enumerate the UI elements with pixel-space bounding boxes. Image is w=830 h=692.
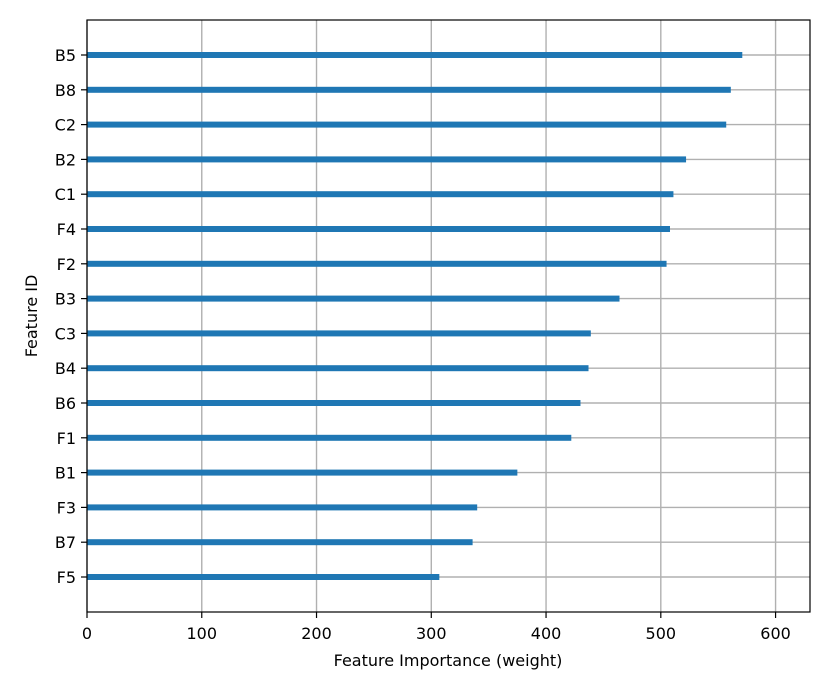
bar-f4 xyxy=(87,226,670,232)
x-tick-label: 200 xyxy=(301,624,332,643)
bar-c2 xyxy=(87,121,727,128)
x-tick-label: 600 xyxy=(760,624,791,643)
axis-ticks xyxy=(81,54,777,618)
tick-labels: 0 100 200 300 400 500 600 B5 B8 C2 B2 C1 F4 F2 B3 C3 B4 B… xyxy=(55,46,791,643)
bars xyxy=(87,52,743,580)
bar-b3 xyxy=(87,295,620,302)
bar-b1 xyxy=(87,469,518,476)
y-tick-label: B2 xyxy=(55,150,76,169)
bar-b2 xyxy=(87,156,687,163)
y-tick-label: B5 xyxy=(55,46,76,65)
y-tick-label: F2 xyxy=(57,255,76,274)
bar-f3 xyxy=(87,504,478,511)
y-tick-label: C2 xyxy=(55,116,76,135)
x-tick-label: 500 xyxy=(646,624,677,643)
x-axis-label: Feature Importance (weight) xyxy=(334,651,563,670)
y-axis-label: Feature ID xyxy=(22,275,41,358)
bar-b6 xyxy=(87,400,581,406)
y-tick-label: B4 xyxy=(55,359,76,378)
y-tick-label: C3 xyxy=(55,324,76,343)
y-tick-label: F5 xyxy=(57,568,76,587)
plot-frame xyxy=(86,19,811,613)
grid-lines xyxy=(86,20,810,612)
y-tick-label: B1 xyxy=(55,464,76,483)
x-tick-label: 100 xyxy=(186,624,217,643)
bar-b4 xyxy=(87,365,589,372)
bar-c1 xyxy=(87,191,674,198)
y-tick-label: B6 xyxy=(55,394,76,413)
bar-b8 xyxy=(87,86,731,93)
x-tick-label: 300 xyxy=(416,624,447,643)
bar-c3 xyxy=(87,330,591,337)
y-tick-label: F4 xyxy=(57,220,76,239)
bar-b7 xyxy=(87,539,473,546)
x-tick-label: 0 xyxy=(82,624,92,643)
y-tick-label: F1 xyxy=(57,429,76,448)
y-tick-label: B7 xyxy=(55,533,76,552)
bar-f5 xyxy=(87,574,440,580)
bar-f1 xyxy=(87,434,572,441)
bar-f2 xyxy=(87,260,667,267)
y-tick-label: F3 xyxy=(57,498,76,517)
y-tick-label: B3 xyxy=(55,290,76,309)
y-tick-label: B8 xyxy=(55,81,76,100)
y-tick-label: C1 xyxy=(55,185,76,204)
x-tick-label: 400 xyxy=(531,624,562,643)
bar-b5 xyxy=(87,52,743,58)
